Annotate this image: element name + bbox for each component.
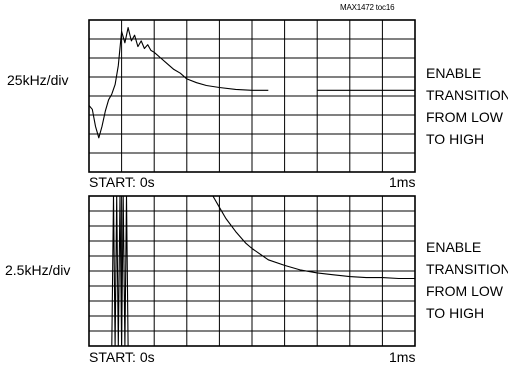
annotation-top: ENABLE TRANSITION FROM LOW TO HIGH: [426, 62, 508, 150]
annotation-bottom: ENABLE TRANSITION FROM LOW TO HIGH: [426, 236, 508, 324]
trace-2-1: [111, 195, 129, 347]
trace-2-2: [212, 195, 415, 280]
annotation-bottom-line-2: TRANSITION: [426, 261, 508, 277]
x-end-label-bottom: 1ms: [389, 349, 416, 365]
annotation-bottom-line-1: ENABLE: [426, 239, 482, 255]
annotation-top-line-3: FROM LOW: [426, 109, 503, 125]
figure-tag: MAX1472 toc16: [340, 3, 395, 12]
annotation-top-line-4: TO HIGH: [426, 131, 485, 147]
annotation-top-line-1: ENABLE: [426, 65, 482, 81]
y-scale-label-top: 25kHz/div: [7, 72, 69, 88]
x-start-label-top: START: 0s: [89, 174, 155, 190]
annotation-bottom-line-4: TO HIGH: [426, 305, 485, 321]
x-end-label-top: 1ms: [389, 174, 416, 190]
annotation-top-line-2: TRANSITION: [426, 87, 508, 103]
trace-1-1: [88, 27, 415, 139]
y-scale-label-bottom: 2.5kHz/div: [5, 262, 71, 278]
x-start-label-bottom: START: 0s: [89, 349, 155, 365]
annotation-bottom-line-3: FROM LOW: [426, 283, 503, 299]
